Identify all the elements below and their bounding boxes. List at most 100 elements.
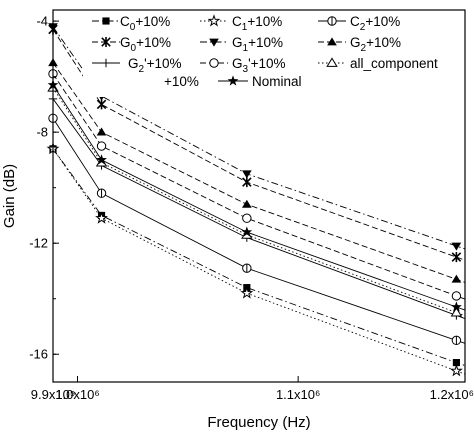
data-point-7-3-shape bbox=[451, 291, 462, 301]
data-point-3-1-shape bbox=[96, 99, 107, 110]
plot-frame bbox=[52, 9, 466, 383]
y-axis-label: Gain (dB) bbox=[1, 164, 18, 228]
data-point-9-1-shape bbox=[96, 154, 107, 165]
series-0 bbox=[49, 145, 466, 367]
data-point-9-2-shape bbox=[241, 226, 253, 237]
legend-background bbox=[83, 11, 455, 97]
data-point-4-3-shape bbox=[451, 242, 462, 251]
data-point-1-2 bbox=[240, 286, 254, 299]
data-point-9-1 bbox=[96, 154, 107, 165]
data-point-0-3-shape bbox=[452, 358, 460, 367]
data-point-3-3-shape bbox=[451, 252, 462, 263]
series-1 bbox=[46, 142, 466, 377]
x-tick-label-1: 1.0x10⁶ bbox=[55, 387, 99, 402]
data-point-3-2-shape bbox=[242, 177, 252, 188]
data-point-5-1 bbox=[96, 127, 107, 136]
data-point-9-3 bbox=[451, 301, 462, 312]
data-point-9-2 bbox=[241, 226, 253, 237]
legend: C0+10% C1+10% C2+10% G0+10% G1+10% G2+10% G2'+… bbox=[83, 11, 455, 97]
data-point-5-3 bbox=[451, 274, 462, 283]
x-tick-label-2: 1.1x10⁶ bbox=[276, 387, 320, 402]
series-9 bbox=[47, 79, 466, 312]
y-tick-label-0: -4 bbox=[36, 14, 48, 29]
legend-marker-0 bbox=[102, 17, 110, 25]
series-6 bbox=[48, 94, 466, 320]
series-8 bbox=[47, 82, 466, 317]
legend-marker-8 bbox=[326, 57, 338, 67]
series-line-8 bbox=[52, 87, 466, 317]
legend-label-8: all_component bbox=[350, 56, 438, 71]
data-point-4-2-shape bbox=[242, 170, 252, 179]
data-point-7-1 bbox=[96, 141, 107, 151]
legend-marker-7 bbox=[209, 58, 219, 68]
axes-layer bbox=[52, 9, 466, 383]
series-line-0 bbox=[52, 148, 466, 367]
data-point-5-2-shape bbox=[242, 199, 252, 208]
legend-marker-7-shape bbox=[209, 58, 219, 68]
legend-label-7: G3'+10% bbox=[232, 56, 286, 75]
legend-label-6: G2'+10% bbox=[128, 56, 182, 75]
data-point-5-1-shape bbox=[96, 127, 107, 136]
legend-marker-1 bbox=[207, 14, 221, 27]
series-7 bbox=[48, 69, 466, 301]
data-point-1-1-shape bbox=[95, 211, 108, 224]
legend-marker-9 bbox=[227, 75, 239, 86]
legend-marker-5-shape bbox=[327, 37, 337, 46]
legend-marker-0-shape bbox=[102, 17, 110, 25]
data-point-1-3 bbox=[449, 364, 463, 377]
series-2 bbox=[48, 113, 466, 346]
series-line-7 bbox=[52, 73, 466, 300]
series-line-6 bbox=[52, 98, 466, 320]
data-point-1-3-shape bbox=[449, 364, 463, 377]
legend-label-4: G1+10% bbox=[232, 35, 283, 54]
legend-marker-6 bbox=[101, 58, 111, 68]
data-point-7-2-shape bbox=[242, 213, 252, 223]
data-point-5-3-shape bbox=[451, 274, 462, 283]
legend-marker-1-shape bbox=[207, 14, 221, 27]
series-line-1 bbox=[52, 148, 466, 375]
data-point-8-3 bbox=[450, 307, 463, 317]
data-point-0-3 bbox=[452, 358, 460, 367]
data-point-4-2 bbox=[242, 170, 252, 179]
data-point-7-1-shape bbox=[96, 141, 107, 151]
x-axis-label: Frequency (Hz) bbox=[207, 414, 310, 431]
series-line-2 bbox=[52, 118, 466, 344]
legend-label-3: G0+10% bbox=[120, 35, 171, 54]
y-tick-label-3: -16 bbox=[29, 347, 48, 362]
legend-marker-2 bbox=[327, 16, 337, 26]
data-point-1-1 bbox=[95, 211, 108, 224]
legend-label-9: +10% bbox=[164, 74, 199, 89]
data-point-3-2 bbox=[242, 177, 252, 188]
y-tick-label-2: -12 bbox=[29, 236, 48, 251]
legend-marker-3 bbox=[101, 36, 111, 48]
x-tick-label-0: 9.9x10⁵ bbox=[31, 387, 75, 402]
data-point-3-1 bbox=[96, 99, 107, 110]
legend-marker-3-shape bbox=[101, 36, 111, 48]
legend-marker-4-shape bbox=[209, 38, 219, 47]
data-point-5-2 bbox=[242, 199, 252, 208]
data-point-2-1 bbox=[96, 188, 107, 198]
data-point-1-2-shape bbox=[240, 286, 254, 299]
legend-marker-6-shape bbox=[101, 58, 111, 68]
legend-marker-8-shape bbox=[326, 57, 338, 67]
data-point-7-3 bbox=[451, 291, 462, 301]
legend-marker-5 bbox=[327, 37, 337, 46]
data-point-3-3 bbox=[451, 252, 462, 263]
data-point-2-3 bbox=[451, 335, 462, 346]
data-point-7-2 bbox=[242, 213, 252, 223]
y-tick-label-1: -8 bbox=[36, 125, 48, 140]
legend-label-10: Nominal bbox=[252, 74, 302, 89]
legend-label-1: C1+10% bbox=[232, 14, 282, 33]
legend-marker-4 bbox=[209, 38, 219, 47]
legend-label-5: G2+10% bbox=[350, 35, 401, 54]
series-5 bbox=[48, 58, 466, 283]
data-point-4-3 bbox=[451, 242, 462, 251]
data-point-9-3-shape bbox=[451, 301, 462, 312]
legend-label-0: C0+10% bbox=[120, 14, 170, 33]
legend-marker-9-shape bbox=[227, 75, 239, 86]
legend-label-2: C2+10% bbox=[350, 14, 400, 33]
data-point-8-3-shape bbox=[450, 307, 463, 317]
data-point-2-2 bbox=[242, 263, 252, 273]
